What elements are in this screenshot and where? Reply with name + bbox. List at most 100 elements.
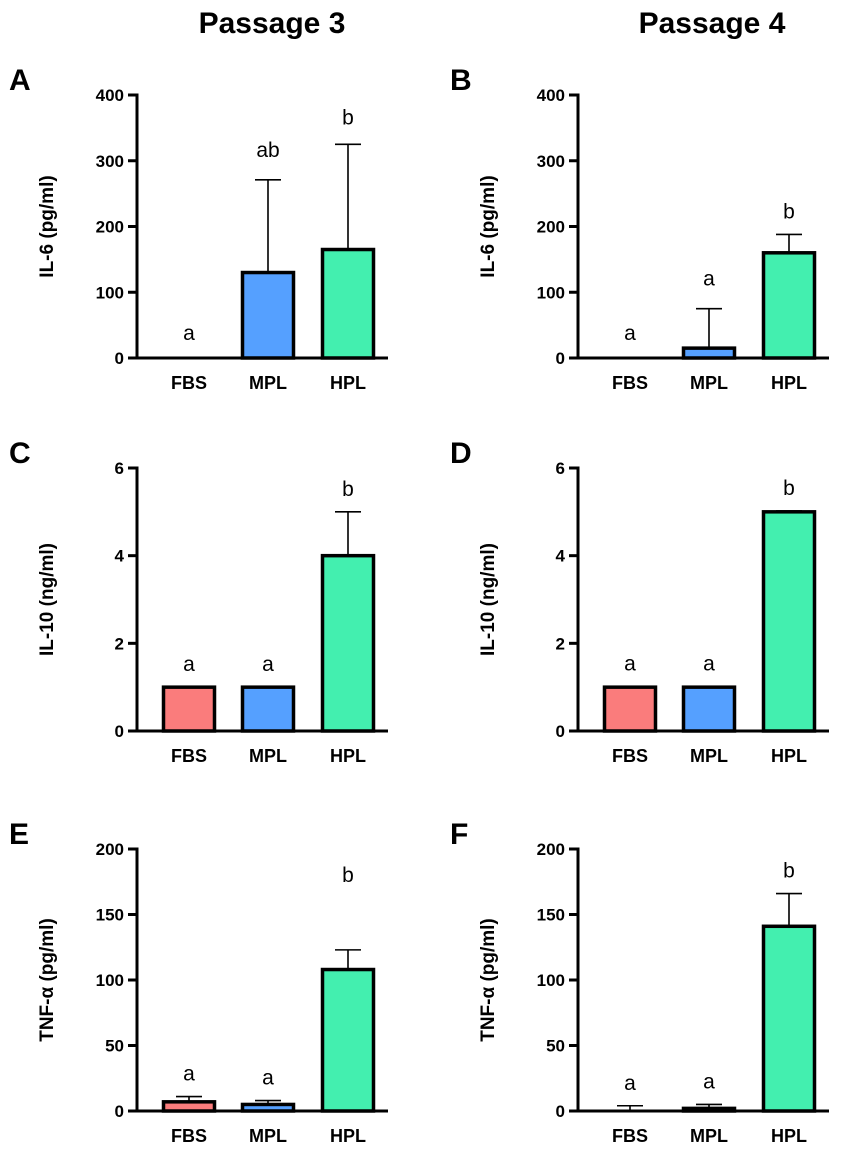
y-tick-label-f-3: 150 (537, 906, 565, 925)
error-bar-e-hpl (335, 949, 361, 970)
category-label-f-mpl: MPL (690, 1126, 728, 1146)
category-label-a-mpl: MPL (249, 373, 287, 393)
column-title-passage-3: Passage 3 (199, 7, 346, 40)
category-label-e-mpl: MPL (249, 1126, 287, 1146)
y-axis-label-e: TNF-α (pg/ml) (37, 918, 58, 1042)
bar-a-hpl (320, 247, 376, 360)
y-axis-label-b: IL-6 (pg/ml) (478, 175, 499, 277)
significance-label-b-hpl: b (783, 200, 795, 223)
significance-label-f-mpl: a (703, 1070, 715, 1093)
error-bar-b-mpl (696, 307, 722, 349)
category-label-b-mpl: MPL (690, 373, 728, 393)
y-tick-label-d-2: 4 (556, 547, 566, 566)
error-bar-c-hpl (335, 511, 361, 556)
significance-label-c-hpl: b (342, 478, 354, 501)
y-tick-label-b-0: 0 (556, 349, 565, 368)
significance-label-a-mpl: ab (256, 139, 279, 162)
error-bar-d-fbs (617, 685, 643, 688)
category-label-d-fbs: FBS (612, 746, 648, 766)
error-bar-a-hpl (335, 143, 361, 250)
y-tick-label-f-2: 100 (537, 971, 565, 990)
y-tick-label-d-0: 0 (556, 722, 565, 741)
error-bar-d-mpl (696, 685, 722, 688)
category-label-c-mpl: MPL (249, 746, 287, 766)
column-title-passage-4: Passage 4 (639, 7, 786, 40)
y-tick-label-c-1: 2 (115, 634, 124, 653)
significance-label-b-mpl: a (703, 268, 715, 291)
significance-label-e-mpl: a (262, 1067, 274, 1090)
significance-label-a-fbs: a (183, 322, 195, 345)
y-tick-label-e-1: 50 (105, 1037, 124, 1056)
error-bar-a-mpl (255, 179, 281, 273)
bar-d-mpl (681, 685, 737, 733)
category-label-c-fbs: FBS (171, 746, 207, 766)
y-axis-label-d: IL-10 (ng/ml) (478, 543, 499, 656)
panel-letter-b: B (450, 64, 472, 97)
category-label-a-hpl: HPL (330, 373, 366, 393)
y-tick-label-a-1: 100 (96, 283, 124, 302)
bar-a-mpl (240, 270, 296, 360)
bar-d-hpl (761, 510, 817, 733)
significance-label-e-fbs: a (183, 1063, 195, 1086)
significance-label-d-mpl: a (703, 652, 715, 675)
y-tick-label-e-2: 100 (96, 971, 124, 990)
category-label-e-hpl: HPL (330, 1126, 366, 1146)
y-tick-label-a-4: 400 (96, 86, 124, 105)
y-tick-label-c-0: 0 (115, 722, 124, 741)
y-tick-label-c-3: 6 (115, 459, 124, 478)
bar-f-hpl (761, 924, 817, 1113)
significance-label-c-mpl: a (262, 653, 274, 676)
error-bar-b-hpl (776, 233, 802, 253)
error-bar-e-fbs (176, 1095, 202, 1102)
y-tick-label-b-2: 200 (537, 218, 565, 237)
category-label-d-hpl: HPL (771, 746, 807, 766)
y-tick-label-f-1: 50 (546, 1037, 565, 1056)
y-tick-label-b-4: 400 (537, 86, 565, 105)
bar-c-hpl (320, 553, 376, 733)
chart-panel-e: E TNF-α (pg/ml) a FBS a MPL b HPL 0 50 100 150 200 (9, 818, 388, 1146)
significance-label-d-fbs: a (624, 652, 636, 675)
significance-label-b-fbs: a (624, 322, 636, 345)
panel-letter-a: A (9, 64, 31, 97)
error-bar-d-hpl (776, 510, 802, 512)
significance-label-f-fbs: a (624, 1072, 636, 1095)
category-label-b-hpl: HPL (771, 373, 807, 393)
significance-label-f-hpl: b (783, 860, 795, 883)
panel-letter-c: C (9, 437, 31, 470)
y-tick-label-a-3: 300 (96, 152, 124, 171)
category-label-e-fbs: FBS (171, 1126, 207, 1146)
y-tick-label-e-0: 0 (115, 1102, 124, 1121)
y-axis-label-c: IL-10 (ng/ml) (37, 543, 58, 656)
chart-panel-c: C IL-10 (ng/ml) a FBS a MPL b HPL 0 2 4 6 (9, 437, 388, 766)
significance-label-a-hpl: b (342, 106, 354, 129)
panel-letter-e: E (9, 818, 29, 851)
y-tick-label-c-2: 4 (115, 547, 125, 566)
category-label-f-hpl: HPL (771, 1126, 807, 1146)
y-tick-label-b-1: 100 (537, 283, 565, 302)
error-bar-e-mpl (255, 1099, 281, 1105)
y-tick-label-a-2: 200 (96, 218, 124, 237)
error-bar-f-mpl (696, 1103, 722, 1109)
bar-e-hpl (320, 967, 376, 1113)
significance-label-e-hpl: b (342, 864, 354, 887)
bar-c-fbs (161, 685, 217, 733)
y-tick-label-d-3: 6 (556, 459, 565, 478)
category-label-f-fbs: FBS (612, 1126, 648, 1146)
chart-panel-d: D IL-10 (ng/ml) a FBS a MPL b HPL 0 2 4 6 (450, 437, 829, 766)
y-tick-label-f-0: 0 (556, 1102, 565, 1121)
error-bar-f-hpl (776, 892, 802, 927)
category-label-a-fbs: FBS (171, 373, 207, 393)
bar-d-fbs (602, 685, 658, 733)
panel-letter-d: D (450, 437, 472, 470)
y-tick-label-f-4: 200 (537, 840, 565, 859)
chart-panel-b: B IL-6 (pg/ml) a FBS a MPL b HPL 0 100 200 300 400 (450, 64, 829, 393)
panel-letter-f: F (450, 818, 468, 851)
y-tick-label-a-0: 0 (115, 349, 124, 368)
category-label-c-hpl: HPL (330, 746, 366, 766)
y-tick-label-e-3: 150 (96, 906, 124, 925)
chart-panel-a: A IL-6 (pg/ml) a FBS ab MPL b HPL 0 100 200 300 400 (9, 64, 388, 393)
bar-c-mpl (240, 685, 296, 733)
significance-label-d-hpl: b (783, 477, 795, 500)
